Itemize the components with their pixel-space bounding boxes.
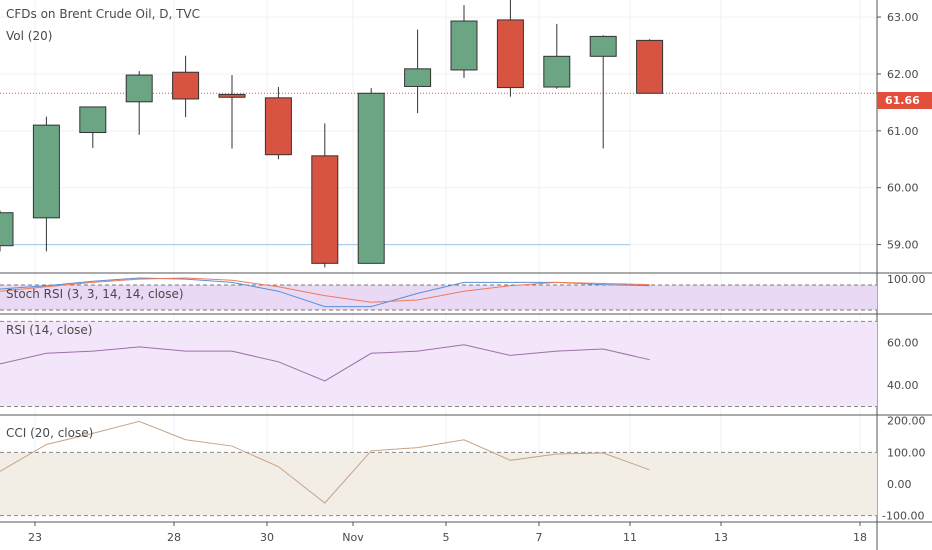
candle-body bbox=[311, 155, 339, 264]
cci-label: CCI (20, close) bbox=[6, 426, 94, 440]
candle-body bbox=[543, 55, 571, 88]
candle-body bbox=[218, 93, 246, 98]
y-tick-label: 61.00 bbox=[887, 125, 919, 138]
candle-body bbox=[357, 92, 385, 264]
candle-body bbox=[125, 74, 153, 103]
y-tick-label: 63.00 bbox=[887, 11, 919, 24]
volume-label: Vol (20) bbox=[6, 29, 53, 43]
candle-body bbox=[496, 19, 524, 89]
rsi-label: RSI (14, close) bbox=[6, 323, 93, 337]
candle-body bbox=[589, 35, 617, 57]
stoch-series-line bbox=[0, 277, 650, 308]
x-tick-label: Nov bbox=[342, 531, 364, 544]
x-tick-label: 28 bbox=[167, 531, 181, 544]
x-tick-label: 11 bbox=[623, 531, 637, 544]
y-tick-label: 59.00 bbox=[887, 239, 919, 252]
rsi-band bbox=[0, 321, 877, 407]
candle-body bbox=[79, 106, 107, 134]
stoch-y-tick-label: 100.00 bbox=[887, 273, 926, 286]
rsi-line bbox=[0, 344, 650, 382]
x-tick-label: 5 bbox=[443, 531, 450, 544]
candle-body bbox=[404, 68, 432, 87]
x-tick-label: 13 bbox=[714, 531, 728, 544]
cci-band bbox=[0, 452, 877, 516]
candle-body bbox=[636, 39, 664, 94]
last-price-badge: 61.66 bbox=[877, 92, 932, 109]
stoch-series-line bbox=[0, 277, 650, 303]
y-tick-label: 60.00 bbox=[887, 182, 919, 195]
stoch-band bbox=[0, 285, 877, 310]
x-tick-label: 18 bbox=[853, 531, 867, 544]
rsi-y-tick-label: 40.00 bbox=[887, 379, 919, 392]
cci-y-tick-label: 200.00 bbox=[887, 415, 926, 428]
stoch-rsi-label: Stoch RSI (3, 3, 14, 14, close) bbox=[6, 287, 184, 301]
candle-body bbox=[32, 124, 60, 219]
x-tick-label: 23 bbox=[28, 531, 42, 544]
candle-body bbox=[264, 97, 292, 156]
cci-y-tick-label: -100.00 bbox=[882, 510, 924, 523]
candle-body bbox=[0, 212, 14, 247]
rsi-y-tick-label: 60.00 bbox=[887, 337, 919, 350]
y-tick-label: 62.00 bbox=[887, 68, 919, 81]
cci-y-tick-label: 0.00 bbox=[887, 478, 912, 491]
main-chart-title: CFDs on Brent Crude Oil, D, TVC bbox=[6, 7, 201, 21]
x-tick-label: 30 bbox=[260, 531, 274, 544]
candle-body bbox=[450, 20, 478, 71]
x-tick-label: 7 bbox=[536, 531, 543, 544]
candle-body bbox=[172, 71, 200, 100]
cci-y-tick-label: 100.00 bbox=[887, 446, 926, 459]
cci-line bbox=[0, 420, 650, 504]
